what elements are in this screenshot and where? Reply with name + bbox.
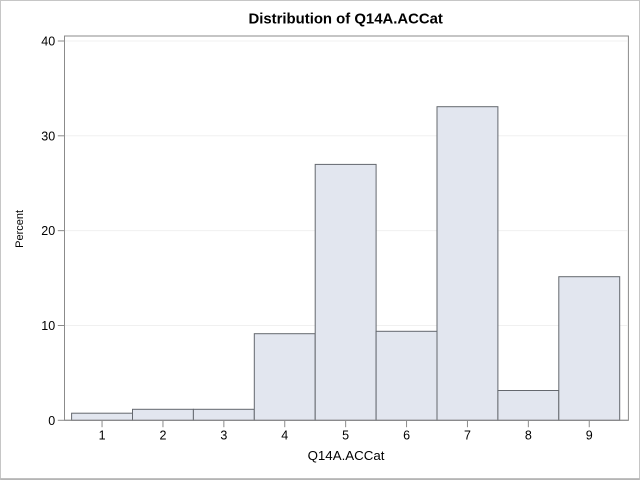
svg-text:8: 8: [525, 429, 532, 443]
svg-text:Percent: Percent: [14, 210, 26, 248]
svg-text:Distribution of Q14A.ACCat: Distribution of Q14A.ACCat: [248, 11, 442, 27]
svg-text:5: 5: [342, 429, 349, 443]
svg-text:4: 4: [281, 429, 288, 443]
svg-text:20: 20: [41, 224, 55, 238]
svg-text:3: 3: [220, 429, 227, 443]
svg-text:1: 1: [99, 429, 106, 443]
svg-text:10: 10: [41, 319, 55, 333]
svg-text:Q14A.ACCat: Q14A.ACCat: [308, 448, 385, 463]
svg-text:30: 30: [41, 129, 55, 143]
svg-text:40: 40: [41, 35, 55, 49]
svg-text:9: 9: [586, 429, 593, 443]
svg-text:0: 0: [48, 414, 55, 428]
svg-text:2: 2: [159, 429, 166, 443]
svg-text:7: 7: [464, 429, 471, 443]
svg-text:6: 6: [403, 429, 410, 443]
